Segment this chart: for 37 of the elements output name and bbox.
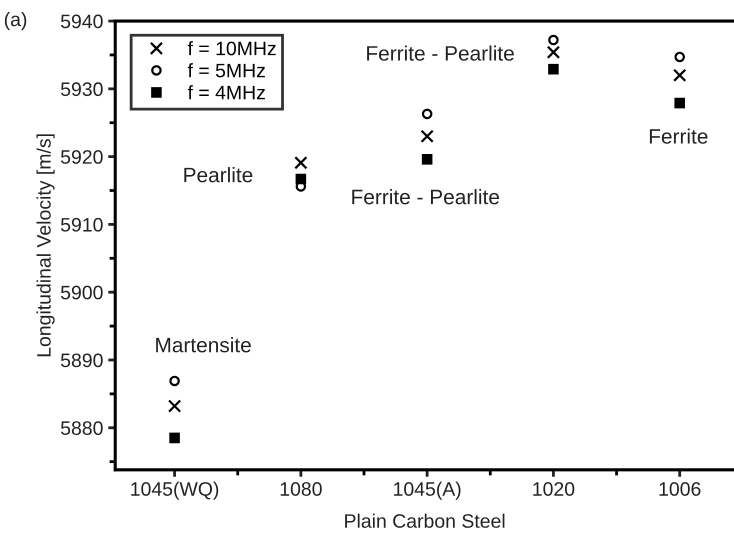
point	[294, 156, 308, 170]
point	[674, 98, 685, 108]
y-tick-label: 5890	[60, 353, 103, 368]
y-axis-title: Longitudinal Velocity [m/s]	[36, 134, 55, 356]
point	[422, 108, 432, 120]
point	[673, 68, 686, 82]
legend-label: f = 4MHz	[188, 85, 265, 100]
point	[546, 46, 560, 59]
x-tick-label: 1080	[280, 482, 322, 496]
point	[169, 432, 180, 444]
point	[422, 154, 432, 165]
y-tick-label: 5920	[60, 150, 103, 164]
text: (a)	[4, 12, 26, 30]
legend-label: f = 10MHz	[188, 41, 276, 56]
point	[169, 376, 180, 386]
point	[674, 52, 685, 62]
annotation: Ferrite - Pearlite	[352, 189, 499, 204]
annotation: Pearlite	[184, 167, 252, 182]
y-tick-label: 5910	[60, 218, 103, 232]
annotation: Martensite	[156, 337, 251, 352]
x-tick-label: 1045(A)	[394, 482, 461, 500]
x-tick-label: 1045(WQ)	[131, 482, 218, 500]
point	[548, 64, 559, 74]
x-tick-label: 1006	[660, 482, 700, 496]
y-tick-label: 5880	[60, 421, 103, 435]
x-tick-label: 1020	[533, 482, 574, 496]
y-tick-label: 5900	[60, 286, 103, 300]
y-tick-label: 5940	[60, 14, 103, 28]
point	[296, 174, 306, 184]
annotation: Ferrite - Pearlite	[367, 45, 514, 61]
annotation: Ferrite	[650, 128, 708, 144]
point	[420, 130, 434, 143]
y-tick-label: 5930	[60, 82, 103, 96]
point	[548, 34, 559, 46]
x-axis-title: Plain Carbon Steel	[345, 514, 504, 528]
legend-label: f = 5MHz	[188, 63, 265, 78]
point	[168, 399, 182, 413]
